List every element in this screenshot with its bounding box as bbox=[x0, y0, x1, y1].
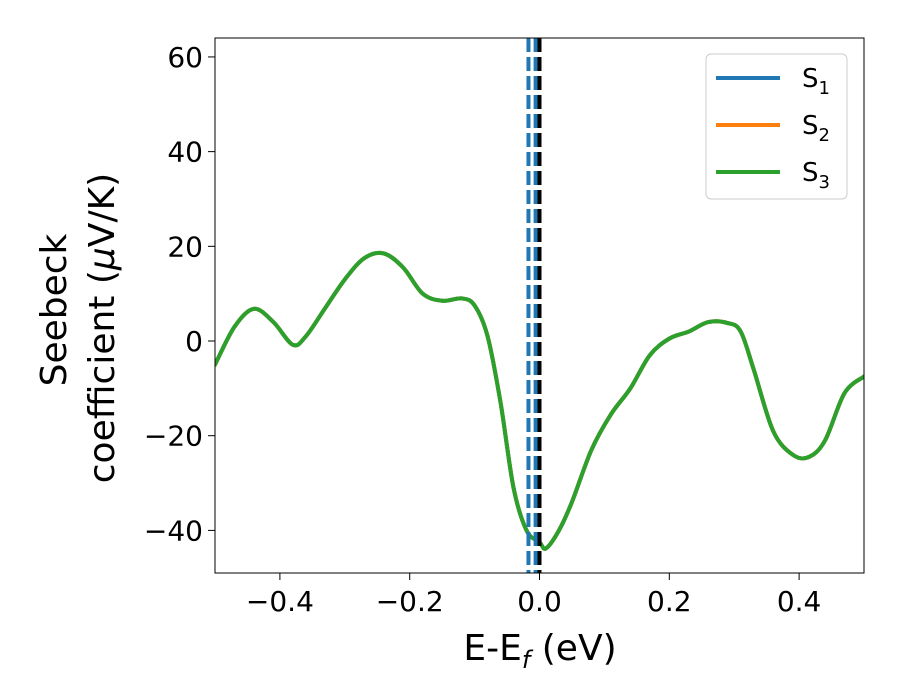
y-tick-label: −20 bbox=[144, 420, 203, 453]
y-axis-label: Seebeck coefficient (μV/K) bbox=[34, 173, 123, 483]
vertical-lines-layer bbox=[526, 38, 542, 573]
legend-label-s3: S3 bbox=[802, 158, 830, 193]
svg-text:Seebeck: Seebeck bbox=[34, 233, 75, 386]
y-tick-label: −40 bbox=[144, 514, 203, 547]
y-tick-label: 60 bbox=[167, 41, 203, 74]
legend-label-s1: S1 bbox=[802, 64, 830, 99]
x-ticks: −0.4 −0.2 0.0 0.2 0.4 bbox=[246, 573, 821, 618]
x-axis-label-unit: (eV) bbox=[530, 628, 616, 669]
x-tick-label: −0.4 bbox=[246, 585, 314, 618]
y-tick-label: 40 bbox=[167, 136, 203, 169]
x-tick-label: 0.2 bbox=[647, 585, 692, 618]
x-axis-label-main: E-E bbox=[463, 628, 521, 669]
x-tick-label: 0.4 bbox=[777, 585, 822, 618]
y-axis-label-line2: coefficient ( bbox=[82, 270, 123, 483]
y-axis-label-line2-end: V/K) bbox=[82, 173, 123, 247]
x-tick-label: 0.0 bbox=[517, 585, 562, 618]
x-tick-label: −0.2 bbox=[376, 585, 444, 618]
y-tick-label: 0 bbox=[185, 325, 203, 358]
legend: S1 S2 S3 bbox=[705, 53, 848, 200]
svg-text:coefficient (μV/K): coefficient (μV/K) bbox=[82, 173, 123, 483]
y-tick-label: 20 bbox=[167, 230, 203, 263]
y-ticks: −40 −20 0 20 40 60 bbox=[144, 41, 215, 547]
x-axis-label: E-Ef (eV) bbox=[463, 628, 616, 674]
legend-label-s2: S2 bbox=[802, 111, 830, 146]
y-axis-label-mu: μ bbox=[82, 247, 123, 271]
y-axis-label-line1: Seebeck bbox=[34, 233, 75, 386]
